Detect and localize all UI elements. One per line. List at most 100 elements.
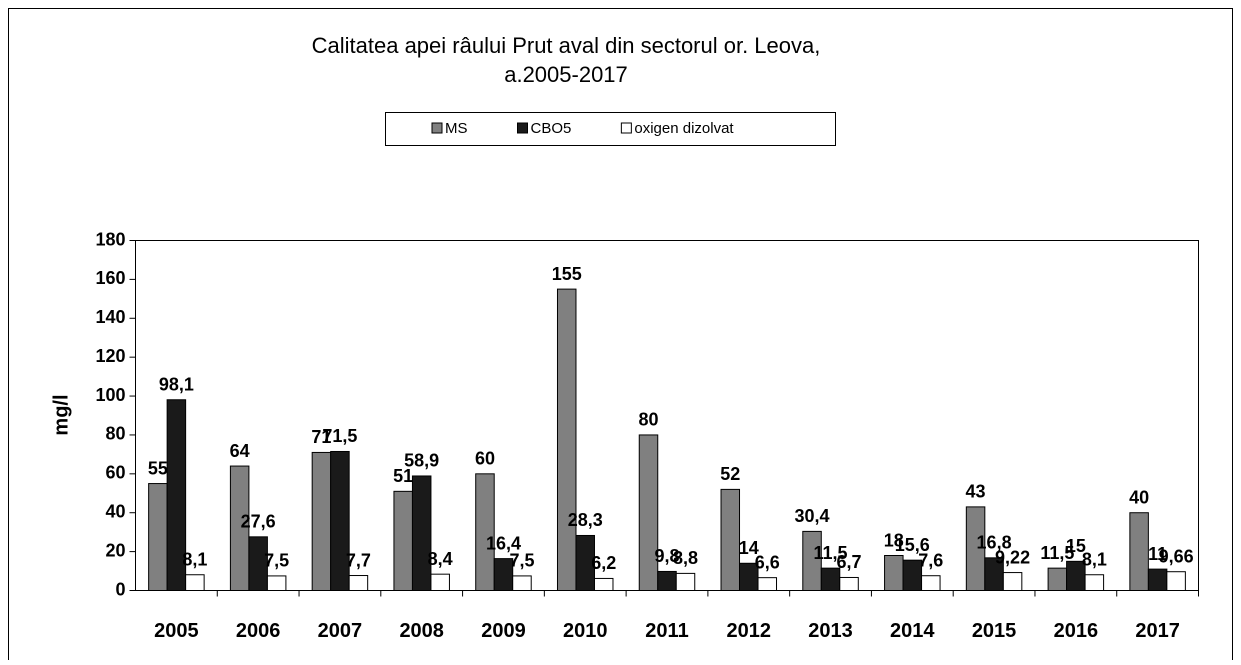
data-label: 71,5 bbox=[322, 426, 357, 446]
bar bbox=[657, 570, 677, 592]
bar bbox=[802, 530, 822, 592]
bar bbox=[393, 490, 413, 592]
bar bbox=[148, 483, 168, 591]
data-label: 155 bbox=[552, 264, 582, 284]
bar bbox=[1002, 572, 1023, 591]
x-tick-label: 2011 bbox=[645, 620, 688, 642]
bar bbox=[1166, 571, 1186, 592]
data-label: 30,4 bbox=[795, 506, 830, 526]
data-label: 8,1 bbox=[1082, 550, 1107, 570]
y-tick-label: 60 bbox=[105, 463, 125, 483]
data-label: 40 bbox=[1129, 487, 1149, 507]
bar bbox=[1147, 568, 1168, 591]
legend-label: oxigen dizolvat bbox=[634, 120, 734, 137]
x-tick-label: 2017 bbox=[1135, 620, 1180, 642]
data-label: 15,6 bbox=[895, 535, 930, 555]
legend-swatch bbox=[517, 122, 528, 134]
legend-swatch bbox=[431, 122, 443, 134]
bar bbox=[311, 451, 332, 592]
bar bbox=[675, 572, 696, 592]
bar bbox=[348, 575, 369, 591]
x-tick-label: 2016 bbox=[1054, 620, 1099, 642]
legend-label: MS bbox=[445, 120, 468, 137]
y-tick-label: 0 bbox=[115, 579, 125, 599]
bar bbox=[185, 574, 205, 591]
x-tick-label: 2005 bbox=[154, 620, 199, 642]
data-label: 8,8 bbox=[673, 548, 698, 568]
legend-box bbox=[385, 112, 836, 146]
y-tick-label: 120 bbox=[95, 346, 125, 366]
bar bbox=[512, 575, 532, 592]
data-label: 7,6 bbox=[918, 550, 943, 570]
data-label: 27,6 bbox=[241, 512, 276, 532]
bar bbox=[921, 575, 941, 592]
x-tick-label: 2006 bbox=[236, 620, 281, 642]
x-tick-label: 2015 bbox=[972, 620, 1017, 642]
data-label: 6,6 bbox=[755, 552, 780, 572]
data-label: 6,2 bbox=[591, 553, 616, 573]
data-label: 60 bbox=[475, 449, 495, 469]
bar bbox=[248, 536, 268, 591]
bar bbox=[229, 465, 250, 591]
bar bbox=[493, 558, 514, 591]
data-label: 11,5 bbox=[1040, 543, 1074, 563]
bar bbox=[1129, 512, 1149, 592]
chart-title: Calitatea apei râului Prut aval din sect… bbox=[312, 33, 821, 58]
bar bbox=[575, 534, 595, 592]
y-tick-label: 100 bbox=[95, 385, 125, 405]
data-label: 7,5 bbox=[264, 551, 289, 571]
data-label: 15 bbox=[1066, 536, 1086, 556]
y-tick-label: 20 bbox=[105, 540, 125, 560]
data-label: 8,1 bbox=[182, 550, 207, 570]
bar bbox=[757, 577, 778, 592]
data-label: 9,66 bbox=[1159, 546, 1194, 566]
data-label: 71 bbox=[311, 427, 331, 447]
y-tick-label: 140 bbox=[95, 307, 125, 327]
y-tick-label: 160 bbox=[95, 268, 125, 288]
x-tick-label: 2008 bbox=[399, 620, 444, 642]
bar bbox=[266, 575, 287, 592]
data-label: 8,4 bbox=[428, 549, 453, 569]
legend-label: CBO5 bbox=[531, 120, 572, 137]
data-label: 58,9 bbox=[404, 451, 439, 471]
bar bbox=[411, 475, 432, 592]
y-axis-label: mg/l bbox=[50, 394, 72, 435]
data-label: 18 bbox=[884, 530, 904, 550]
x-tick-label: 2010 bbox=[563, 620, 608, 642]
chart-subtitle: a.2005-2017 bbox=[504, 62, 628, 87]
y-tick-label: 180 bbox=[95, 229, 125, 249]
bar bbox=[739, 562, 759, 591]
data-label: 7,5 bbox=[509, 551, 534, 571]
data-label: 11 bbox=[1148, 544, 1167, 564]
data-label: 52 bbox=[720, 464, 740, 484]
data-label: 55 bbox=[148, 458, 168, 478]
y-tick-label: 40 bbox=[105, 501, 125, 521]
bar bbox=[1084, 574, 1105, 591]
bar bbox=[1047, 567, 1068, 592]
data-label: 14 bbox=[739, 538, 759, 558]
legend-swatch bbox=[620, 122, 632, 134]
x-tick-label: 2007 bbox=[318, 620, 363, 642]
data-label: 43 bbox=[966, 482, 986, 502]
x-tick-label: 2012 bbox=[727, 620, 772, 642]
bar bbox=[720, 488, 741, 591]
data-label: 11,5 bbox=[814, 543, 848, 563]
data-label: 16,8 bbox=[977, 533, 1012, 553]
bar bbox=[166, 399, 187, 591]
bar bbox=[839, 576, 859, 592]
x-tick-label: 2013 bbox=[808, 620, 853, 642]
x-tick-label: 2014 bbox=[890, 620, 935, 642]
data-label: 28,3 bbox=[568, 510, 603, 530]
bar bbox=[475, 473, 495, 592]
data-label: 7,7 bbox=[346, 550, 371, 570]
y-tick-label: 80 bbox=[105, 424, 125, 444]
data-label: 9,8 bbox=[654, 546, 679, 566]
x-tick-label: 2009 bbox=[481, 620, 526, 642]
data-label: 51 bbox=[393, 466, 413, 486]
data-label: 80 bbox=[638, 410, 658, 430]
bar bbox=[430, 573, 450, 592]
bar bbox=[638, 434, 659, 592]
bar bbox=[556, 288, 577, 591]
bar bbox=[593, 577, 614, 592]
bar bbox=[965, 506, 986, 591]
